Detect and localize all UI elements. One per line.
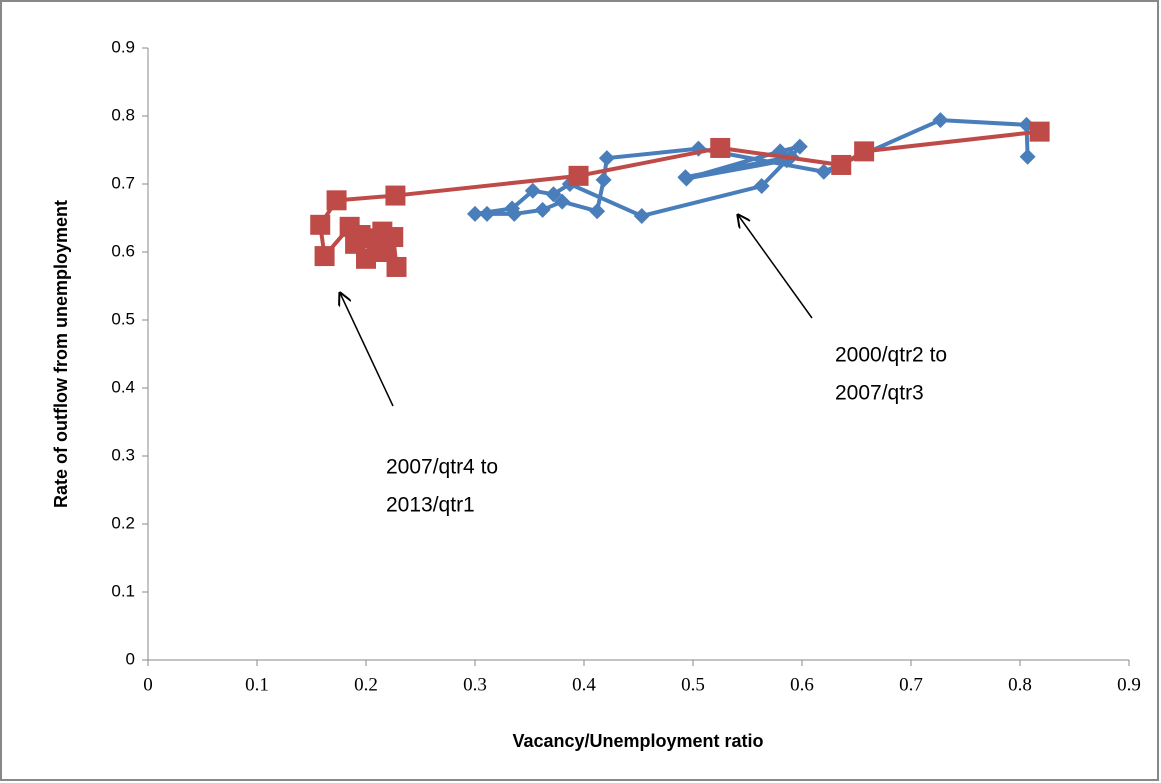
- point: [350, 225, 371, 245]
- point: [595, 171, 612, 188]
- x-axis-label: Vacancy/Unemployment ratio: [512, 731, 763, 751]
- annotation: 2007/qtr3: [835, 382, 924, 405]
- x-tick-label: 0.5: [681, 674, 705, 695]
- point: [467, 205, 483, 222]
- y-tick-label: 0.6: [111, 241, 135, 260]
- point: [366, 238, 387, 259]
- point: [710, 137, 731, 158]
- y-tick-label: 0.8: [111, 105, 135, 124]
- point: [326, 190, 347, 211]
- point: [554, 193, 571, 210]
- point: [1019, 148, 1036, 165]
- y-tick-label: 0.7: [111, 173, 135, 192]
- x-tick-label: 0.8: [1008, 674, 1032, 695]
- point: [854, 141, 875, 162]
- annotation: 2007/qtr4 to: [386, 456, 498, 479]
- point: [314, 246, 335, 267]
- y-tick-label: 0.9: [111, 37, 135, 56]
- point: [504, 200, 521, 217]
- point: [589, 203, 606, 220]
- x-tick-label: 0: [143, 674, 153, 695]
- y-tick-label: 0.1: [111, 581, 135, 600]
- x-tick-label: 0.2: [354, 674, 378, 695]
- y-tick-label: 0: [126, 649, 135, 668]
- annotation: 2013/qtr1: [386, 494, 475, 517]
- point: [534, 201, 551, 218]
- point: [568, 165, 589, 186]
- x-tick-label: 0.7: [899, 674, 923, 695]
- point: [677, 169, 694, 186]
- point: [753, 178, 770, 195]
- point: [932, 112, 949, 129]
- arrow: [738, 215, 813, 319]
- point: [524, 182, 541, 199]
- point: [478, 205, 495, 222]
- y-tick-label: 0.4: [111, 377, 135, 396]
- point: [545, 186, 562, 203]
- x-tick-label: 0.1: [245, 674, 269, 695]
- x-tick-label: 0.4: [572, 674, 596, 695]
- x-tick-label: 0.6: [790, 674, 814, 695]
- y-tick-label: 0.2: [111, 513, 135, 532]
- x-tick-label: 0.9: [1117, 674, 1141, 695]
- y-axis-label: Rate of outflow from unemployment: [51, 200, 71, 508]
- point: [1029, 121, 1050, 142]
- x-tick-label: 0.3: [463, 674, 487, 695]
- point: [633, 207, 650, 224]
- y-tick-label: 0.5: [111, 309, 135, 328]
- point: [791, 138, 808, 155]
- point: [598, 150, 615, 167]
- point: [385, 185, 406, 206]
- point: [831, 154, 852, 175]
- arrow: [340, 293, 394, 407]
- point: [310, 214, 331, 235]
- y-tick-label: 0.3: [111, 445, 135, 464]
- point: [815, 163, 832, 180]
- annotation: 2000/qtr2 to: [835, 344, 947, 367]
